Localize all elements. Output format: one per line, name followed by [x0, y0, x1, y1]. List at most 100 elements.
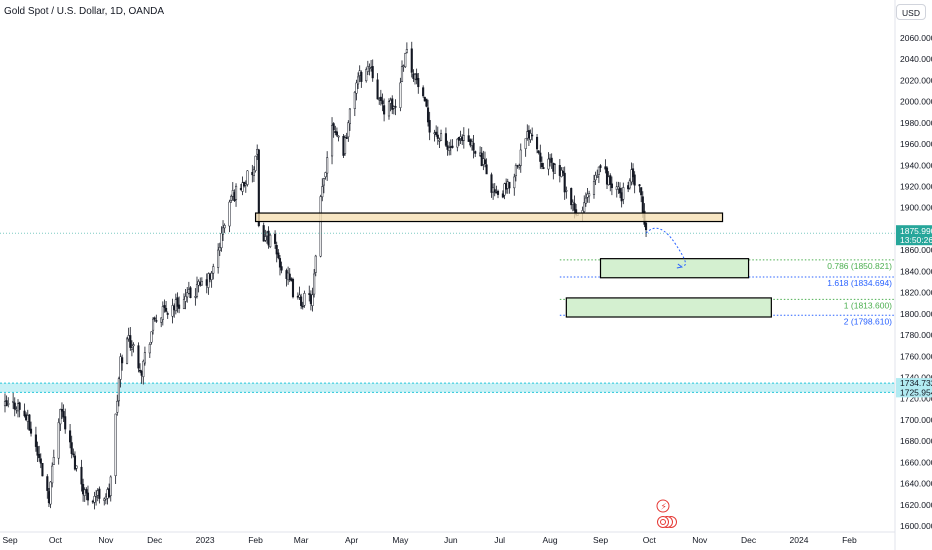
candle-body — [565, 190, 568, 192]
candle-body — [59, 409, 62, 425]
dividend-flash-icon[interactable] — [656, 499, 670, 513]
time-tick-label: Sep — [593, 535, 608, 545]
candle-body — [412, 73, 415, 79]
currency-button[interactable]: USD — [896, 4, 926, 20]
candle-body — [513, 176, 516, 189]
candle-body — [166, 313, 169, 315]
candle-body — [23, 410, 26, 417]
candle-body — [64, 416, 67, 430]
candle-body — [404, 53, 407, 68]
candle-body — [288, 273, 291, 281]
candle-body — [246, 170, 249, 185]
candle-body — [152, 318, 155, 331]
candle-body — [116, 400, 119, 413]
candle-body — [376, 79, 379, 100]
candle-layer — [3, 41, 648, 510]
time-axis[interactable]: Sep Oct Nov Dec 2023 Feb Mar Apr May Jun Jul Aug Sep… — [2, 535, 857, 545]
candle-body — [91, 500, 94, 503]
candle-body — [178, 304, 181, 309]
price-axis[interactable]: 2060.000 2040.000 2020.000 2000.000 1980.000… — [900, 33, 932, 531]
candle-body — [319, 196, 322, 257]
candle-body — [357, 76, 360, 85]
candle-body — [233, 192, 236, 201]
candle-body — [311, 294, 314, 307]
candle-body — [7, 403, 10, 405]
candle-body — [448, 147, 451, 151]
candle-body — [592, 181, 596, 195]
candle-body — [365, 69, 368, 82]
price-tick-label: 1980.000 — [900, 118, 932, 128]
time-tick-label: May — [392, 535, 409, 545]
candle-body — [508, 181, 511, 189]
price-tick-label: 1660.000 — [900, 457, 932, 467]
candle-body — [130, 347, 133, 350]
candle-body — [462, 135, 465, 141]
candle-body — [410, 48, 413, 73]
candle-body — [640, 187, 643, 196]
candle-body — [345, 137, 348, 139]
candle-body — [38, 453, 41, 459]
candle-body — [142, 360, 145, 378]
candle-body — [505, 183, 508, 190]
candle-body — [153, 317, 156, 320]
candle-body — [368, 67, 371, 69]
candle-body — [496, 190, 500, 195]
candle-body — [137, 345, 140, 369]
candle-body — [622, 187, 625, 200]
candle-body — [378, 98, 381, 101]
candle-body — [314, 255, 317, 273]
candle-body — [194, 296, 197, 298]
candle-body — [630, 169, 633, 183]
candle-body — [524, 138, 527, 149]
candle-body — [527, 130, 530, 139]
price-tick-label: 1860.000 — [900, 245, 932, 255]
candle-body — [60, 408, 63, 412]
projection-arrowhead — [676, 263, 684, 269]
fib-level-label: 2 (1798.610) — [844, 316, 892, 326]
candle-body — [573, 202, 576, 211]
candle-body — [221, 227, 225, 235]
price-tick-label: 1920.000 — [900, 182, 932, 192]
economic-event-icon-1[interactable] — [657, 516, 669, 528]
candle-body — [220, 232, 223, 249]
candle-body — [303, 293, 306, 306]
candle-body — [381, 100, 384, 105]
candle-body — [537, 150, 540, 153]
candle-body — [83, 489, 86, 496]
candle-body — [39, 458, 42, 464]
candle-body — [405, 49, 408, 53]
candle-body — [379, 96, 382, 101]
candle-body — [160, 317, 163, 323]
candle-body — [519, 149, 522, 166]
event-icons[interactable]: ⚡ — [656, 499, 677, 528]
candle-body — [392, 106, 395, 109]
candle-body — [506, 181, 509, 189]
candle-body — [223, 225, 226, 229]
candle-body — [278, 258, 282, 268]
candle-body — [583, 202, 586, 212]
candle-body — [438, 140, 441, 142]
candle-body — [228, 201, 231, 227]
candle-body — [631, 168, 635, 178]
candle-body — [148, 343, 151, 354]
price-tick-label: 1800.000 — [900, 309, 932, 319]
candle-body — [322, 178, 325, 186]
candle-body — [208, 274, 212, 280]
candle-body — [36, 446, 39, 456]
time-tick-label: Dec — [147, 535, 163, 545]
support-band-tag-value: 1734.732 — [900, 378, 932, 388]
countdown-timer: 13:50:26 — [900, 235, 932, 245]
time-tick-label: Oct — [643, 535, 657, 545]
candle-body — [16, 403, 20, 412]
price-tick-label: 1820.000 — [900, 288, 932, 298]
price-tick-label: 1840.000 — [900, 266, 932, 276]
candle-body — [599, 165, 602, 168]
candle-body — [461, 137, 464, 141]
candle-body — [52, 457, 55, 465]
candle-body — [526, 131, 529, 139]
candle-body — [440, 133, 443, 141]
candle-body — [57, 422, 60, 459]
candle-body — [96, 490, 99, 496]
